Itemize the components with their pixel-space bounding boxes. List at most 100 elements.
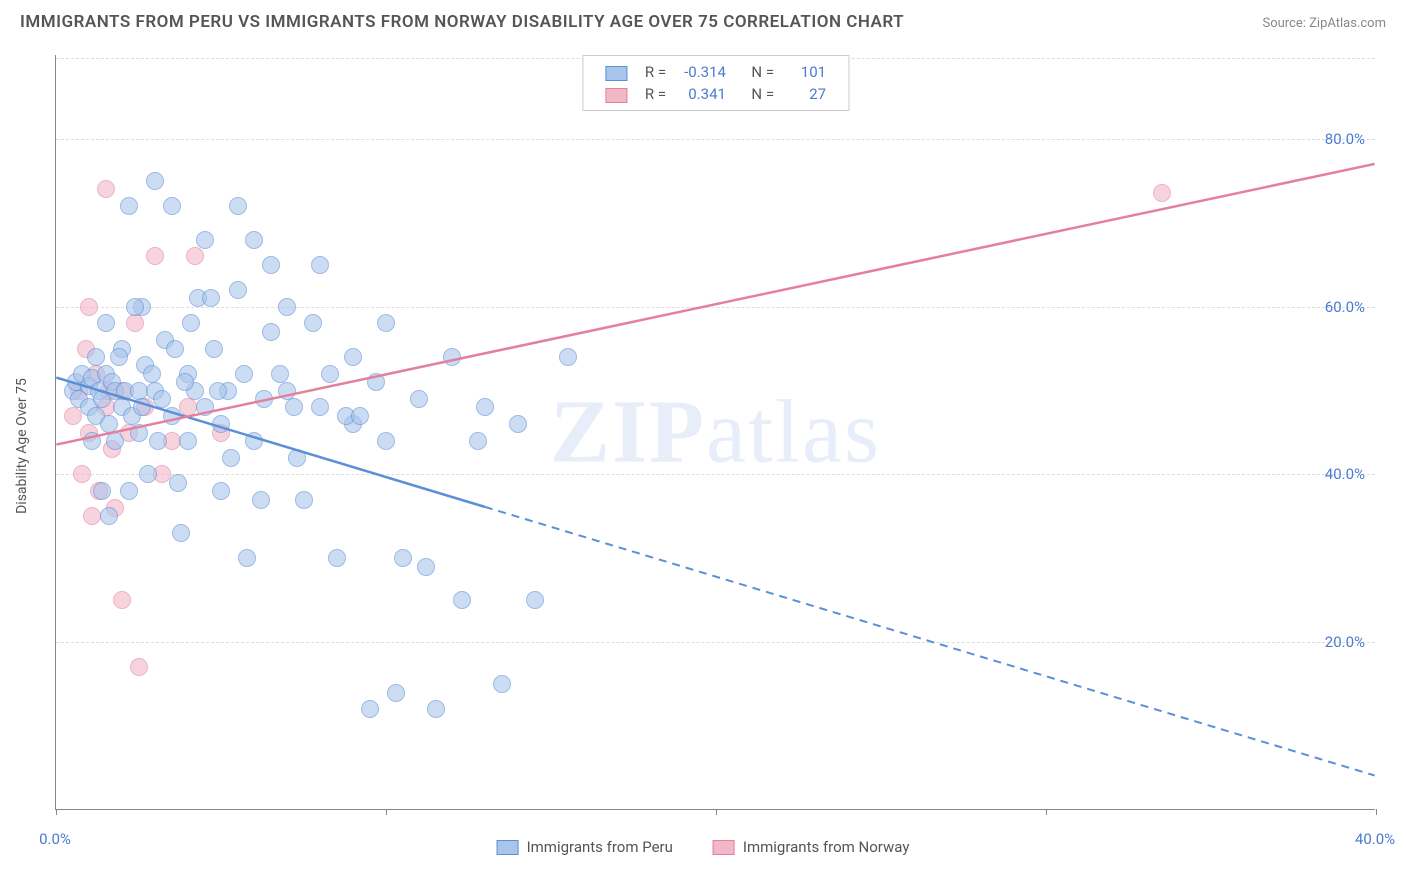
scatter-marker bbox=[453, 591, 471, 609]
scatter-marker bbox=[278, 298, 296, 316]
scatter-marker bbox=[493, 675, 511, 693]
grid-line-horizontal bbox=[56, 474, 1375, 475]
scatter-marker bbox=[285, 398, 303, 416]
scatter-marker bbox=[73, 465, 91, 483]
grid-line-horizontal bbox=[56, 307, 1375, 308]
legend-item: Immigrants from Peru bbox=[497, 838, 673, 856]
y-tick-label: 20.0% bbox=[1325, 633, 1365, 651]
scatter-marker bbox=[271, 365, 289, 383]
scatter-marker bbox=[229, 281, 247, 299]
scatter-marker bbox=[179, 432, 197, 450]
scatter-marker bbox=[179, 398, 197, 416]
scatter-marker bbox=[304, 314, 322, 332]
scatter-marker bbox=[176, 373, 194, 391]
x-tick bbox=[1046, 809, 1047, 815]
scatter-marker bbox=[311, 398, 329, 416]
legend-swatch bbox=[605, 66, 627, 81]
grid-line-horizontal bbox=[56, 139, 1375, 140]
legend-series-label: Immigrants from Peru bbox=[527, 838, 673, 856]
x-tick bbox=[386, 809, 387, 815]
watermark: ZIPatlas bbox=[550, 381, 881, 484]
scatter-marker bbox=[209, 382, 227, 400]
scatter-marker bbox=[361, 700, 379, 718]
legend-row: R =-0.314 N =101 bbox=[597, 62, 834, 82]
x-tick bbox=[1376, 809, 1377, 815]
y-tick-label: 80.0% bbox=[1325, 130, 1365, 148]
legend-item: Immigrants from Norway bbox=[713, 838, 910, 856]
scatter-marker bbox=[130, 424, 148, 442]
scatter-marker bbox=[126, 314, 144, 332]
scatter-marker bbox=[328, 549, 346, 567]
scatter-marker bbox=[252, 491, 270, 509]
scatter-marker bbox=[120, 482, 138, 500]
scatter-marker bbox=[146, 247, 164, 265]
legend-N-label: N = bbox=[736, 62, 782, 82]
scatter-marker bbox=[351, 407, 369, 425]
scatter-marker bbox=[410, 390, 428, 408]
y-axis-title: Disability Age Over 75 bbox=[14, 378, 30, 514]
scatter-marker bbox=[83, 432, 101, 450]
scatter-marker bbox=[130, 658, 148, 676]
legend-swatch bbox=[497, 840, 519, 855]
plot-area: ZIPatlas R =-0.314 N =101R =0.341 N =27 … bbox=[55, 55, 1375, 810]
trend-line-solid bbox=[56, 164, 1374, 445]
scatter-marker bbox=[113, 591, 131, 609]
scatter-marker bbox=[130, 382, 148, 400]
scatter-marker bbox=[139, 465, 157, 483]
scatter-marker bbox=[182, 314, 200, 332]
scatter-marker bbox=[64, 407, 82, 425]
scatter-marker bbox=[278, 382, 296, 400]
scatter-marker bbox=[295, 491, 313, 509]
scatter-marker bbox=[120, 197, 138, 215]
scatter-marker bbox=[288, 449, 306, 467]
x-tick-label: 40.0% bbox=[1355, 830, 1395, 848]
scatter-marker bbox=[106, 432, 124, 450]
scatter-marker bbox=[377, 432, 395, 450]
legend-R-value: -0.314 bbox=[676, 62, 734, 82]
scatter-marker bbox=[97, 314, 115, 332]
scatter-marker bbox=[196, 231, 214, 249]
legend-bottom: Immigrants from Peru Immigrants from Norw… bbox=[497, 838, 910, 856]
scatter-marker bbox=[255, 390, 273, 408]
y-tick-label: 60.0% bbox=[1325, 298, 1365, 316]
legend-N-label: N = bbox=[736, 84, 782, 104]
scatter-marker bbox=[509, 415, 527, 433]
scatter-marker bbox=[387, 684, 405, 702]
scatter-marker bbox=[133, 398, 151, 416]
legend-correlation-box: R =-0.314 N =101R =0.341 N =27 bbox=[582, 55, 849, 111]
trend-line-dashed bbox=[485, 507, 1375, 776]
scatter-marker bbox=[262, 256, 280, 274]
x-tick bbox=[716, 809, 717, 815]
chart-header: IMMIGRANTS FROM PERU VS IMMIGRANTS FROM … bbox=[0, 0, 1406, 40]
legend-R-label: R = bbox=[637, 84, 674, 104]
scatter-marker bbox=[377, 314, 395, 332]
grid-line-horizontal bbox=[56, 642, 1375, 643]
scatter-marker bbox=[235, 365, 253, 383]
scatter-marker bbox=[205, 340, 223, 358]
y-tick-label: 40.0% bbox=[1325, 465, 1365, 483]
scatter-marker bbox=[1153, 184, 1171, 202]
scatter-marker bbox=[153, 390, 171, 408]
scatter-marker bbox=[163, 407, 181, 425]
scatter-marker bbox=[100, 507, 118, 525]
scatter-marker bbox=[222, 449, 240, 467]
scatter-marker bbox=[93, 482, 111, 500]
scatter-marker bbox=[110, 348, 128, 366]
scatter-marker bbox=[212, 415, 230, 433]
scatter-marker bbox=[166, 340, 184, 358]
scatter-marker bbox=[559, 348, 577, 366]
legend-N-value: 27 bbox=[784, 84, 834, 104]
legend-N-value: 101 bbox=[784, 62, 834, 82]
scatter-marker bbox=[245, 231, 263, 249]
scatter-marker bbox=[427, 700, 445, 718]
scatter-marker bbox=[143, 365, 161, 383]
scatter-marker bbox=[238, 549, 256, 567]
legend-series-label: Immigrants from Norway bbox=[743, 838, 910, 856]
scatter-marker bbox=[394, 549, 412, 567]
scatter-marker bbox=[163, 197, 181, 215]
scatter-marker bbox=[196, 398, 214, 416]
scatter-marker bbox=[321, 365, 339, 383]
scatter-marker bbox=[311, 256, 329, 274]
scatter-marker bbox=[367, 373, 385, 391]
scatter-marker bbox=[172, 524, 190, 542]
